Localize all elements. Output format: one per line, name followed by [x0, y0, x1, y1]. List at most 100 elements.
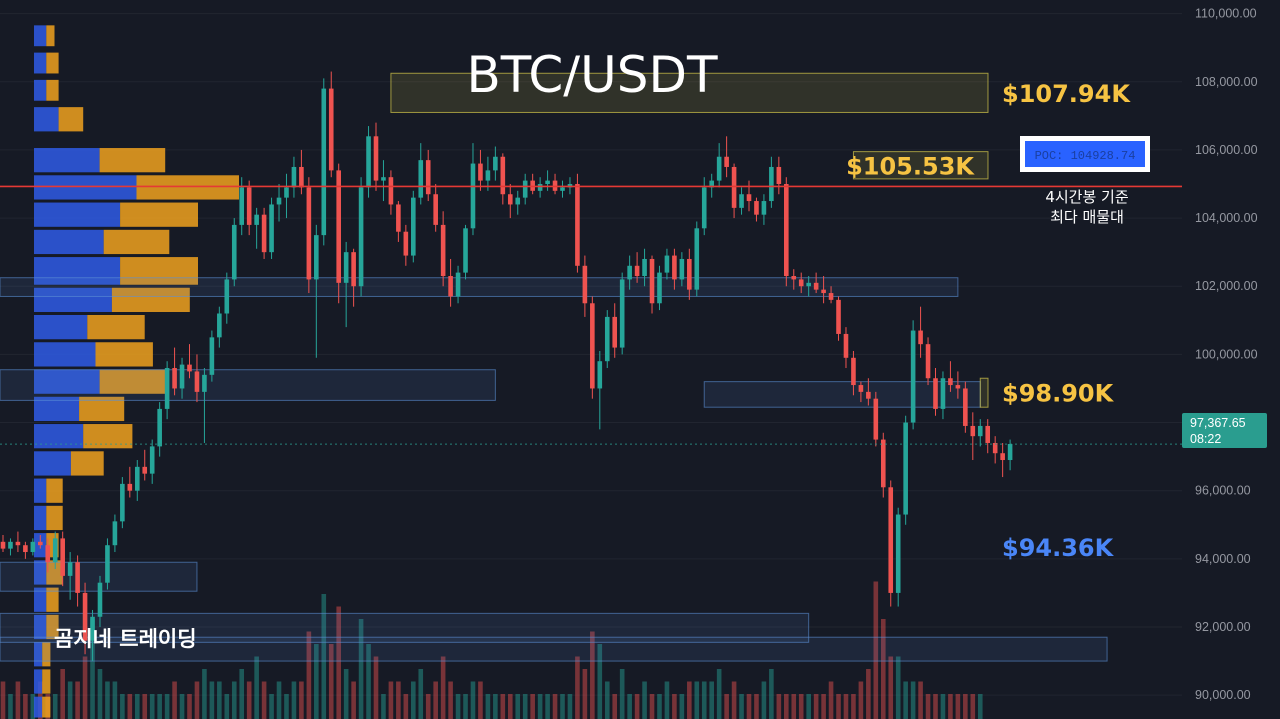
candle-body — [724, 156, 729, 167]
candle-body — [977, 425, 983, 437]
volume-bar — [515, 694, 521, 719]
candle-body — [918, 330, 923, 345]
candle-body — [418, 160, 424, 198]
candle-body — [403, 231, 409, 256]
volume-bar — [261, 681, 267, 719]
candle-body — [545, 180, 550, 185]
volume-bar — [246, 681, 252, 719]
profile-buy-bar — [34, 257, 121, 285]
candle-body — [992, 442, 998, 454]
volume-bar — [769, 669, 774, 719]
volume-bar — [634, 694, 640, 719]
volume-bar — [784, 694, 789, 719]
candle-body — [843, 333, 849, 358]
volume-bar — [739, 694, 744, 719]
candle-body — [172, 368, 177, 389]
volume-bar — [433, 681, 438, 719]
candle-body — [761, 201, 767, 215]
volume-bar — [60, 669, 65, 719]
candle-body — [164, 368, 170, 409]
volume-bar — [522, 694, 528, 719]
candle-body — [537, 184, 543, 191]
volume-bar — [455, 694, 461, 719]
volume-bar — [597, 644, 603, 719]
candle-body — [149, 446, 155, 474]
profile-sell-bar — [58, 107, 84, 132]
profile-sell-bar — [99, 148, 166, 173]
volume-bar — [843, 694, 849, 719]
profile-buy-bar — [34, 314, 88, 340]
volume-bar — [157, 694, 162, 719]
candle-body — [925, 344, 931, 379]
candle-body — [112, 521, 118, 546]
volume-bar — [761, 681, 767, 719]
profile-buy-bar — [34, 642, 43, 667]
poc-box[interactable]: POC: 104928.74 — [1020, 136, 1150, 172]
profile-sell-bar — [120, 202, 198, 227]
volume-bar — [813, 694, 819, 719]
y-tick-label: 108,000.00 — [1195, 75, 1258, 89]
volume-bar — [440, 656, 446, 719]
level-label: $94.36K — [1002, 534, 1115, 562]
candle-body — [910, 330, 916, 423]
candle-body — [649, 258, 655, 304]
candle-body — [933, 378, 938, 409]
profile-buy-bar — [34, 614, 47, 640]
volume-bar — [918, 681, 923, 719]
volume-bars — [0, 581, 983, 719]
candle-body — [634, 265, 640, 277]
volume-bar — [746, 694, 752, 719]
candle-body — [866, 391, 871, 399]
volume-bar — [351, 681, 356, 719]
candle-body — [664, 255, 670, 273]
profile-buy-bar — [34, 587, 47, 612]
candle-body — [769, 166, 774, 202]
volume-bar — [97, 669, 103, 719]
volume-bar — [925, 694, 931, 719]
volume-bar — [90, 619, 95, 719]
candle-body — [425, 160, 431, 195]
profile-sell-bar — [46, 614, 59, 640]
volume-bar — [425, 694, 431, 719]
volume-bar — [888, 656, 894, 719]
candle-body — [142, 466, 148, 474]
volume-bar — [798, 694, 804, 719]
y-tick-label: 90,000.00 — [1195, 688, 1251, 702]
volume-bar — [418, 669, 424, 719]
profile-sell-bar — [42, 696, 51, 718]
volume-bar — [687, 681, 692, 719]
candle-body — [590, 303, 595, 389]
profile-sell-bar — [46, 587, 59, 612]
candle-body — [179, 364, 185, 389]
volume-bar — [619, 669, 625, 719]
volume-bar — [373, 656, 379, 719]
candle-body — [522, 180, 528, 198]
volume-bar — [933, 694, 938, 719]
profile-buy-bar — [34, 52, 47, 74]
volume-bar — [396, 681, 401, 719]
candle-body — [134, 466, 140, 491]
candle-body — [127, 483, 133, 491]
candle-body — [672, 255, 677, 280]
volume-bar — [224, 694, 230, 719]
volume-bar — [664, 681, 670, 719]
profile-sell-bar — [99, 369, 166, 394]
candle-body — [642, 258, 647, 277]
volume-bar — [657, 694, 662, 719]
volume-bar — [343, 669, 349, 719]
profile-sell-bar — [42, 669, 51, 694]
volume-bar — [0, 681, 6, 719]
volume-bar — [291, 681, 297, 719]
volume-bar — [8, 694, 13, 719]
volume-bar — [507, 694, 513, 719]
volume-bar — [977, 694, 983, 719]
profile-buy-bar — [34, 696, 43, 718]
candle-body — [8, 541, 13, 549]
volume-bar — [858, 681, 864, 719]
profile-sell-bar — [103, 229, 170, 255]
support-resistance-zones — [0, 72, 1108, 662]
candle-body — [851, 357, 856, 386]
volume-bar — [381, 694, 386, 719]
candle-body — [120, 483, 125, 522]
